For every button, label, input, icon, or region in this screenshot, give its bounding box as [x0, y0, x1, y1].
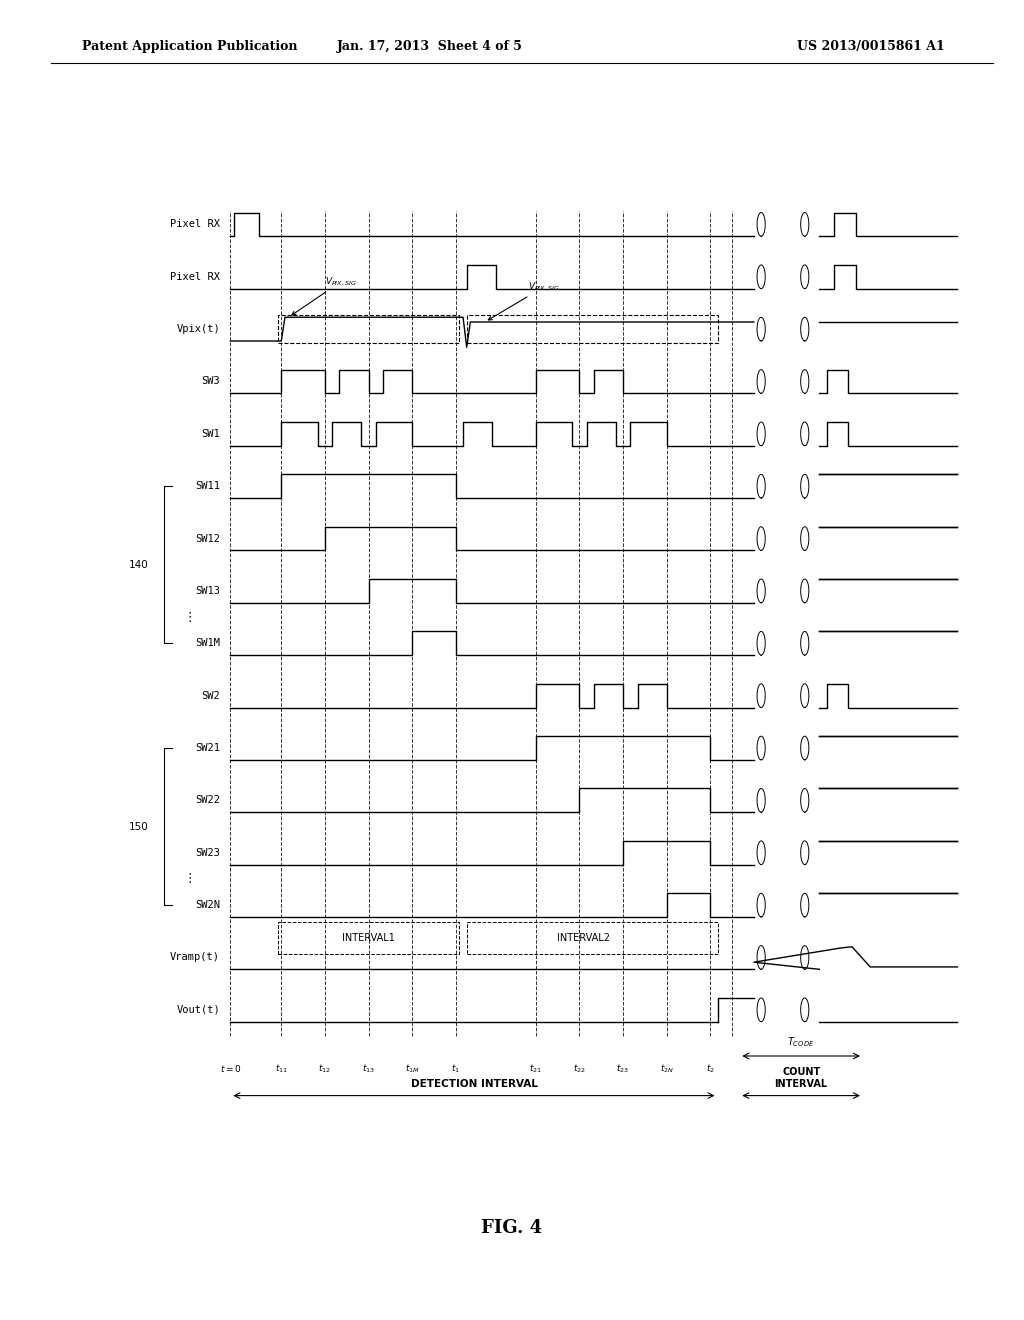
Text: SW3: SW3 [202, 376, 220, 387]
Text: US 2013/0015861 A1: US 2013/0015861 A1 [797, 40, 944, 53]
Text: Vout(t): Vout(t) [176, 1005, 220, 1015]
Text: $t{=}0$: $t{=}0$ [219, 1063, 242, 1073]
Text: SW1M: SW1M [196, 639, 220, 648]
Text: SW2: SW2 [202, 690, 220, 701]
Text: COUNT
INTERVAL: COUNT INTERVAL [774, 1068, 827, 1089]
Text: FIG. 4: FIG. 4 [481, 1218, 543, 1237]
Text: SW13: SW13 [196, 586, 220, 595]
Text: SW21: SW21 [196, 743, 220, 752]
Text: $t_{1M}$: $t_{1M}$ [404, 1063, 420, 1074]
Text: Patent Application Publication: Patent Application Publication [82, 40, 297, 53]
Bar [278, 923, 460, 954]
Text: $t_{12}$: $t_{12}$ [318, 1063, 332, 1074]
Text: SW2N: SW2N [196, 900, 220, 909]
Text: 140: 140 [129, 560, 148, 570]
Text: INTERVAL2: INTERVAL2 [556, 933, 609, 942]
Text: $t_{21}$: $t_{21}$ [529, 1063, 543, 1074]
Text: Pixel RX: Pixel RX [170, 272, 220, 281]
Text: Jan. 17, 2013  Sheet 4 of 5: Jan. 17, 2013 Sheet 4 of 5 [337, 40, 523, 53]
Text: Pixel RX: Pixel RX [170, 219, 220, 230]
Text: SW11: SW11 [196, 482, 220, 491]
Text: Vpix(t): Vpix(t) [176, 325, 220, 334]
Bar [278, 315, 460, 343]
Text: SW1: SW1 [202, 429, 220, 438]
Text: $t_{22}$: $t_{22}$ [572, 1063, 586, 1074]
Bar [467, 315, 718, 343]
Text: ⋮: ⋮ [183, 873, 196, 886]
Text: DETECTION INTERVAL: DETECTION INTERVAL [411, 1078, 538, 1089]
Text: ⋮: ⋮ [183, 611, 196, 623]
Text: Vramp(t): Vramp(t) [170, 953, 220, 962]
Text: $V_{PIX,SIG}$: $V_{PIX,SIG}$ [488, 280, 560, 319]
Bar [467, 923, 718, 954]
Text: $T_{CODE}$: $T_{CODE}$ [787, 1036, 815, 1049]
Text: SW23: SW23 [196, 847, 220, 858]
Text: SW22: SW22 [196, 796, 220, 805]
Text: $t_1$: $t_1$ [452, 1063, 461, 1074]
Text: 150: 150 [129, 821, 148, 832]
Text: SW12: SW12 [196, 533, 220, 544]
Text: $t_{11}$: $t_{11}$ [274, 1063, 288, 1074]
Text: $V_{PIX,SIG}$: $V_{PIX,SIG}$ [292, 276, 356, 315]
Text: $t_{2N}$: $t_{2N}$ [659, 1063, 674, 1074]
Text: $t_{13}$: $t_{13}$ [362, 1063, 375, 1074]
Text: $t_{23}$: $t_{23}$ [616, 1063, 630, 1074]
Text: $t_2$: $t_2$ [706, 1063, 715, 1074]
Text: INTERVAL1: INTERVAL1 [342, 933, 395, 942]
